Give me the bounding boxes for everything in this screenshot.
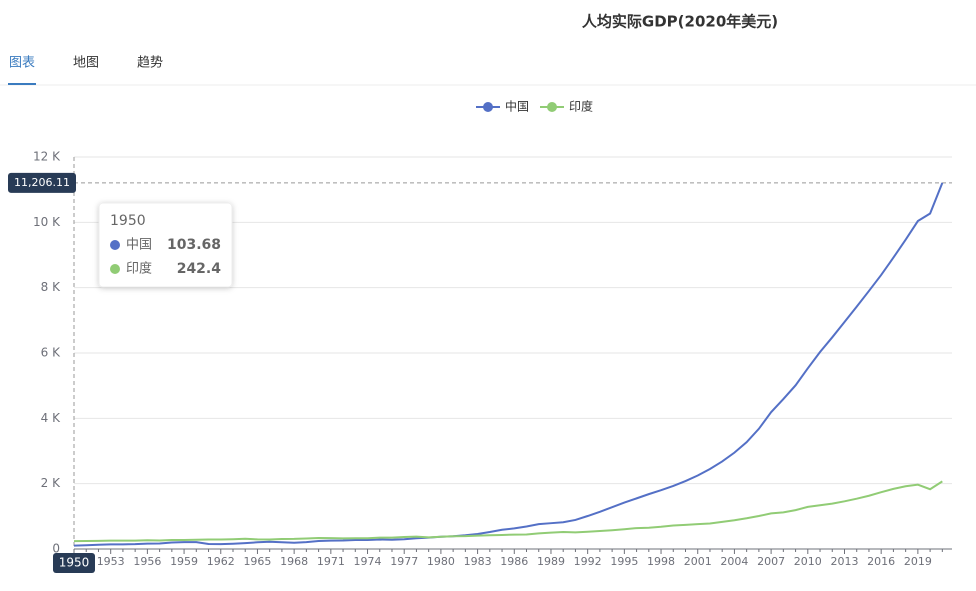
- y-pointer-box: [8, 172, 76, 193]
- x-tick-label: 2016: [867, 555, 895, 568]
- x-tick-label: 1983: [464, 555, 492, 568]
- x-tick-label: 1953: [97, 555, 125, 568]
- tooltip-name: 印度: [126, 261, 152, 277]
- x-tick-label: 2007: [757, 555, 785, 568]
- x-tick-label: 1974: [354, 555, 382, 568]
- x-tick-label: 1968: [280, 555, 308, 568]
- x-tick-label: 2001: [684, 555, 712, 568]
- tooltip-dot: [110, 240, 120, 250]
- y-tick-label: 4 K: [41, 411, 61, 425]
- legend-label: 中国: [505, 99, 529, 114]
- legend-dot: [483, 102, 493, 112]
- x-tick-label: 1962: [207, 555, 235, 568]
- x-tick-label: 1977: [390, 555, 418, 568]
- tooltip-name: 中国: [126, 238, 152, 253]
- x-tick-label: 2010: [794, 555, 822, 568]
- y-pointer-label: 11,206.11: [14, 176, 70, 189]
- tooltip-value: 103.68: [167, 237, 221, 253]
- legend-dot: [547, 102, 557, 112]
- x-tick-label: 1995: [610, 555, 638, 568]
- x-tick-label: 1980: [427, 555, 455, 568]
- y-tick-label: 10 K: [33, 215, 61, 229]
- x-tick-label: 1989: [537, 555, 565, 568]
- tab[interactable]: 地图: [73, 56, 99, 71]
- tab-underline: [8, 83, 36, 85]
- x-tick-label: 2019: [904, 555, 932, 568]
- x-tick-label: 1956: [133, 555, 161, 568]
- tooltip-dot: [110, 264, 120, 274]
- x-tick-label: 1965: [243, 555, 271, 568]
- x-tick-label: 1992: [574, 555, 602, 568]
- series-line: [73, 182, 944, 547]
- chart-title: 人均实际GDP(2020年美元): [582, 13, 778, 31]
- y-tick-label: 8 K: [41, 280, 61, 294]
- tooltip-title: 1950: [110, 213, 146, 229]
- y-tick-label: 12 K: [33, 150, 61, 164]
- x-tick-label: 1986: [500, 555, 528, 568]
- x-pointer-label: 1950: [59, 556, 90, 570]
- x-tick-label: 1971: [317, 555, 345, 568]
- tooltip-value: 242.4: [177, 261, 222, 277]
- tab[interactable]: 趋势: [137, 55, 163, 71]
- x-tick-label: 1998: [647, 555, 675, 568]
- y-tick-label: 6 K: [41, 346, 61, 360]
- y-tick-label: 2 K: [41, 476, 61, 490]
- x-pointer-box: [53, 553, 95, 573]
- tooltip: 1950 中国 103.68 印度 242.4: [98, 202, 233, 288]
- series-line: [73, 480, 943, 543]
- x-tick-label: 1959: [170, 555, 198, 568]
- tab[interactable]: 图表: [9, 56, 35, 71]
- x-tick-label: 2004: [720, 555, 748, 568]
- legend-label: 印度: [569, 99, 593, 114]
- tooltip-box: [98, 202, 233, 288]
- x-tick-label: 2013: [830, 555, 858, 568]
- y-tick-label: 0: [52, 542, 60, 556]
